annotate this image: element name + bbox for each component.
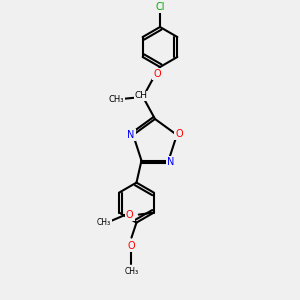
Text: N: N [167, 157, 174, 166]
Text: CH₃: CH₃ [97, 218, 111, 227]
Text: O: O [153, 69, 161, 79]
Text: CH₃: CH₃ [124, 267, 139, 276]
Text: O: O [128, 241, 135, 250]
Text: Cl: Cl [155, 2, 165, 12]
Text: N: N [128, 130, 135, 140]
Text: O: O [126, 210, 134, 220]
Text: O: O [175, 129, 183, 139]
Text: CH₃: CH₃ [108, 94, 124, 103]
Text: CH: CH [134, 92, 148, 100]
